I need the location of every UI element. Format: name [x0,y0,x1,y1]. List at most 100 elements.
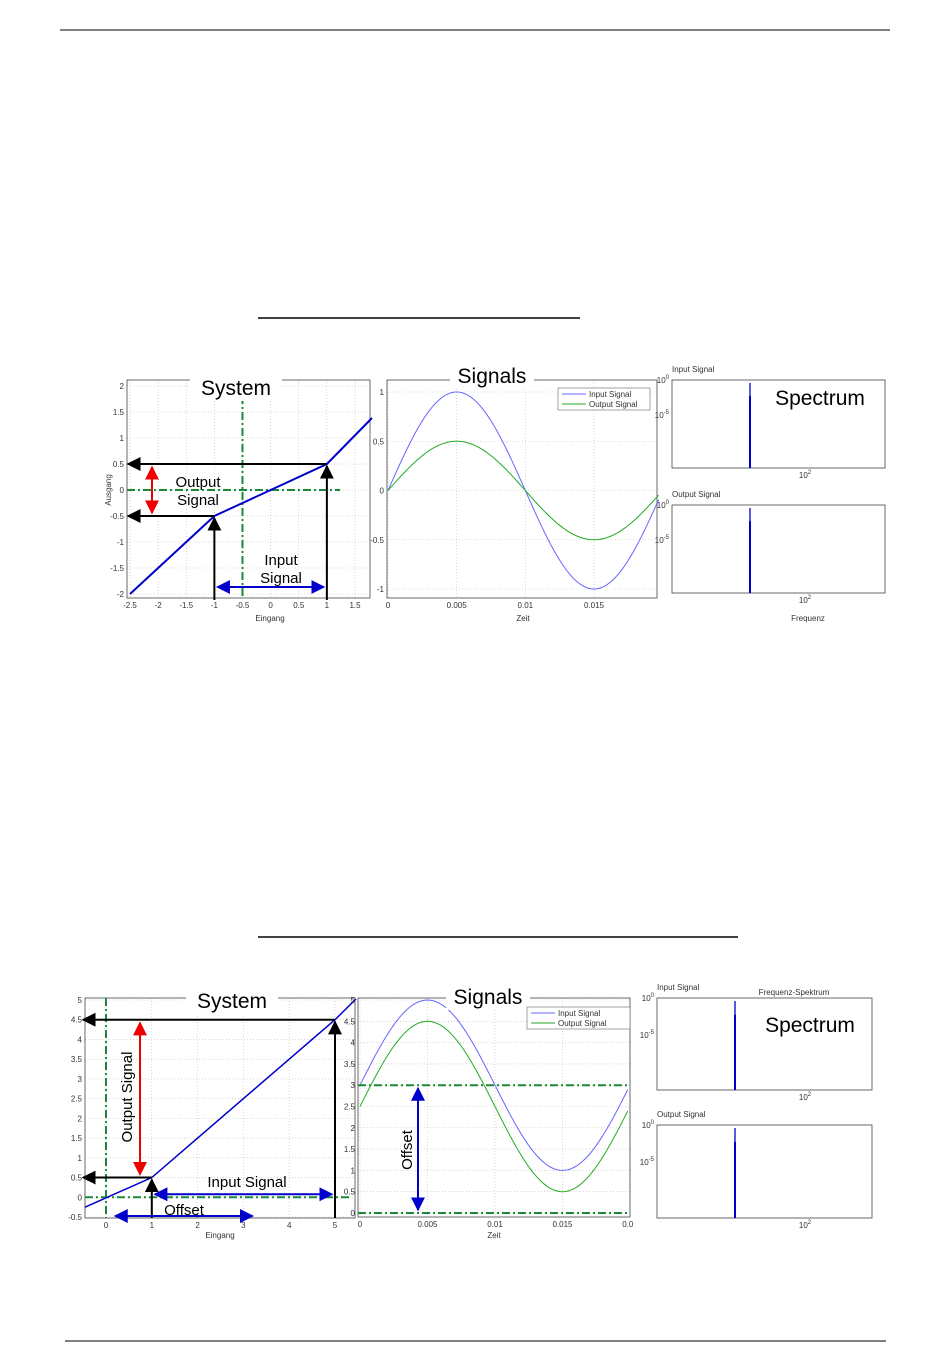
x-tick-label: 1 [150,1221,155,1230]
x-axis-label: Eingang [205,1231,234,1240]
y-tick-label: 100 [657,375,670,385]
y-tick-label-base: 10 [655,411,664,420]
annotation: Offset [399,1129,416,1170]
x-tick-label-exp: 2 [808,1092,812,1098]
subplot-label: Input Signal [657,983,699,992]
figures: -2.5 -2 -1.5 -1 -0.5 0 0.5 1 1.5 2 1.5 1 0.5 0 -0.5 -1 -… [68,365,886,1240]
output-signal [387,440,659,541]
title-bg [190,377,282,401]
y-tick-label-base: 10 [642,994,651,1003]
y-tick-label: 4 [351,1039,356,1048]
x-tick-label: 102 [799,1220,812,1230]
y-tick-label: 4.5 [344,1017,356,1026]
x-tick-label: 2 [195,1221,200,1230]
y-tick-label: 1.5 [344,1145,356,1154]
y-tick-label: 2 [120,382,125,391]
y-tick-label-base: 10 [640,1158,649,1167]
annotation: Offset [164,1202,205,1219]
output-signal [359,1020,629,1193]
y-tick-label: 0 [78,1193,83,1202]
y-tick-label: 1 [120,434,125,443]
annotation: Signal [177,492,219,509]
x-tick-label: 0.5 [293,601,305,610]
plot-frame [656,1124,873,1219]
y-tick-label-exp: -5 [649,1157,655,1163]
x-tick-label-base: 10 [799,471,808,480]
x-axis-label: Zeit [487,1231,501,1240]
x-tick-label: 102 [799,1092,812,1102]
x-tick-label: 0 [386,601,391,610]
y-tick-label: 10-5 [640,1030,655,1040]
legend-label: Output Signal [558,1019,607,1028]
x-tick-label-exp: 2 [808,1220,812,1226]
x-axis-label: Zeit [516,614,530,623]
plot-header: Frequenz-Spektrum [759,988,830,997]
title-bg [450,365,534,389]
system-curve [84,998,357,1208]
subplot-label: Input Signal [672,365,714,374]
y-tick-label: 1 [78,1154,83,1163]
x-tick-label: 0.01 [518,601,534,610]
y-axis-label: Ausgang [104,474,113,506]
x-tick-label-base: 10 [799,1221,808,1230]
plot-title: System [201,377,271,400]
x-tick-label: 0.015 [584,601,605,610]
y-tick-label: -1 [377,585,385,594]
y-tick-label: 5 [351,996,356,1005]
y-tick-label: 100 [642,1120,655,1130]
y-tick-label: 1.5 [71,1134,83,1143]
x-tick-label: 1 [325,601,330,610]
y-tick-label: 4 [78,1035,83,1044]
x-tick-label: -2.5 [123,601,137,610]
x-tick-label: 0.005 [417,1220,438,1229]
plot-frame [656,997,873,1091]
y-tick-label: -1.5 [110,564,124,573]
y-tick-label: 0.5 [373,437,385,446]
y-tick-label-exp: 0 [666,500,670,506]
annotation: Input [264,552,298,569]
x-tick-label: 0.015 [552,1220,573,1229]
y-tick-label-base: 10 [642,1121,651,1130]
x-axis-label: Frequenz [791,614,825,623]
x-tick-label: 102 [799,470,812,480]
y-tick-label: 3.5 [344,1060,356,1069]
y-tick-label: 1 [380,388,385,397]
x-axis-label: Eingang [255,614,284,623]
x-tick-label: 3 [241,1221,246,1230]
subplot-label: Output Signal [657,1110,706,1119]
y-tick-label: 10-5 [655,535,670,545]
x-tick-label: 0 [358,1220,363,1229]
y-tick-label-exp: 0 [651,1120,655,1126]
input-signal [359,999,629,1171]
x-tick-label: -1 [211,601,219,610]
y-tick-label: 4.5 [71,1016,83,1025]
legend-label: Input Signal [558,1009,600,1018]
x-tick-label-base: 10 [799,596,808,605]
annotation: Output Signal [119,1052,136,1143]
x-tick-label: -0.5 [236,601,250,610]
x-tick-label-exp: 2 [808,595,812,601]
legend-label: Input Signal [589,390,631,399]
y-tick-label: 3 [351,1081,356,1090]
y-tick-label-exp: -5 [664,535,670,541]
y-tick-label: 1 [351,1166,356,1175]
y-tick-label: 3 [78,1075,83,1084]
y-tick-label: 10-5 [640,1157,655,1167]
title-bg [446,986,530,1010]
y-tick-label: 0.5 [71,1174,83,1183]
annotation: Input Signal [207,1174,286,1191]
plot-frame [671,379,886,469]
x-tick-label-base: 10 [799,1093,808,1102]
y-tick-label-base: 10 [640,1031,649,1040]
y-tick-label: 0 [380,487,385,496]
y-tick-label: 1.5 [113,408,125,417]
y-tick-label-exp: -5 [649,1030,655,1036]
y-tick-label-exp: 0 [651,993,655,999]
annotation: Output [175,474,221,491]
y-tick-label: -1 [117,538,125,547]
y-tick-label: -2 [117,590,125,599]
plot-title: Spectrum [765,1014,855,1037]
plot-title: Signals [454,986,523,1009]
y-tick-label-base: 10 [657,501,666,510]
y-tick-label-base: 10 [655,536,664,545]
